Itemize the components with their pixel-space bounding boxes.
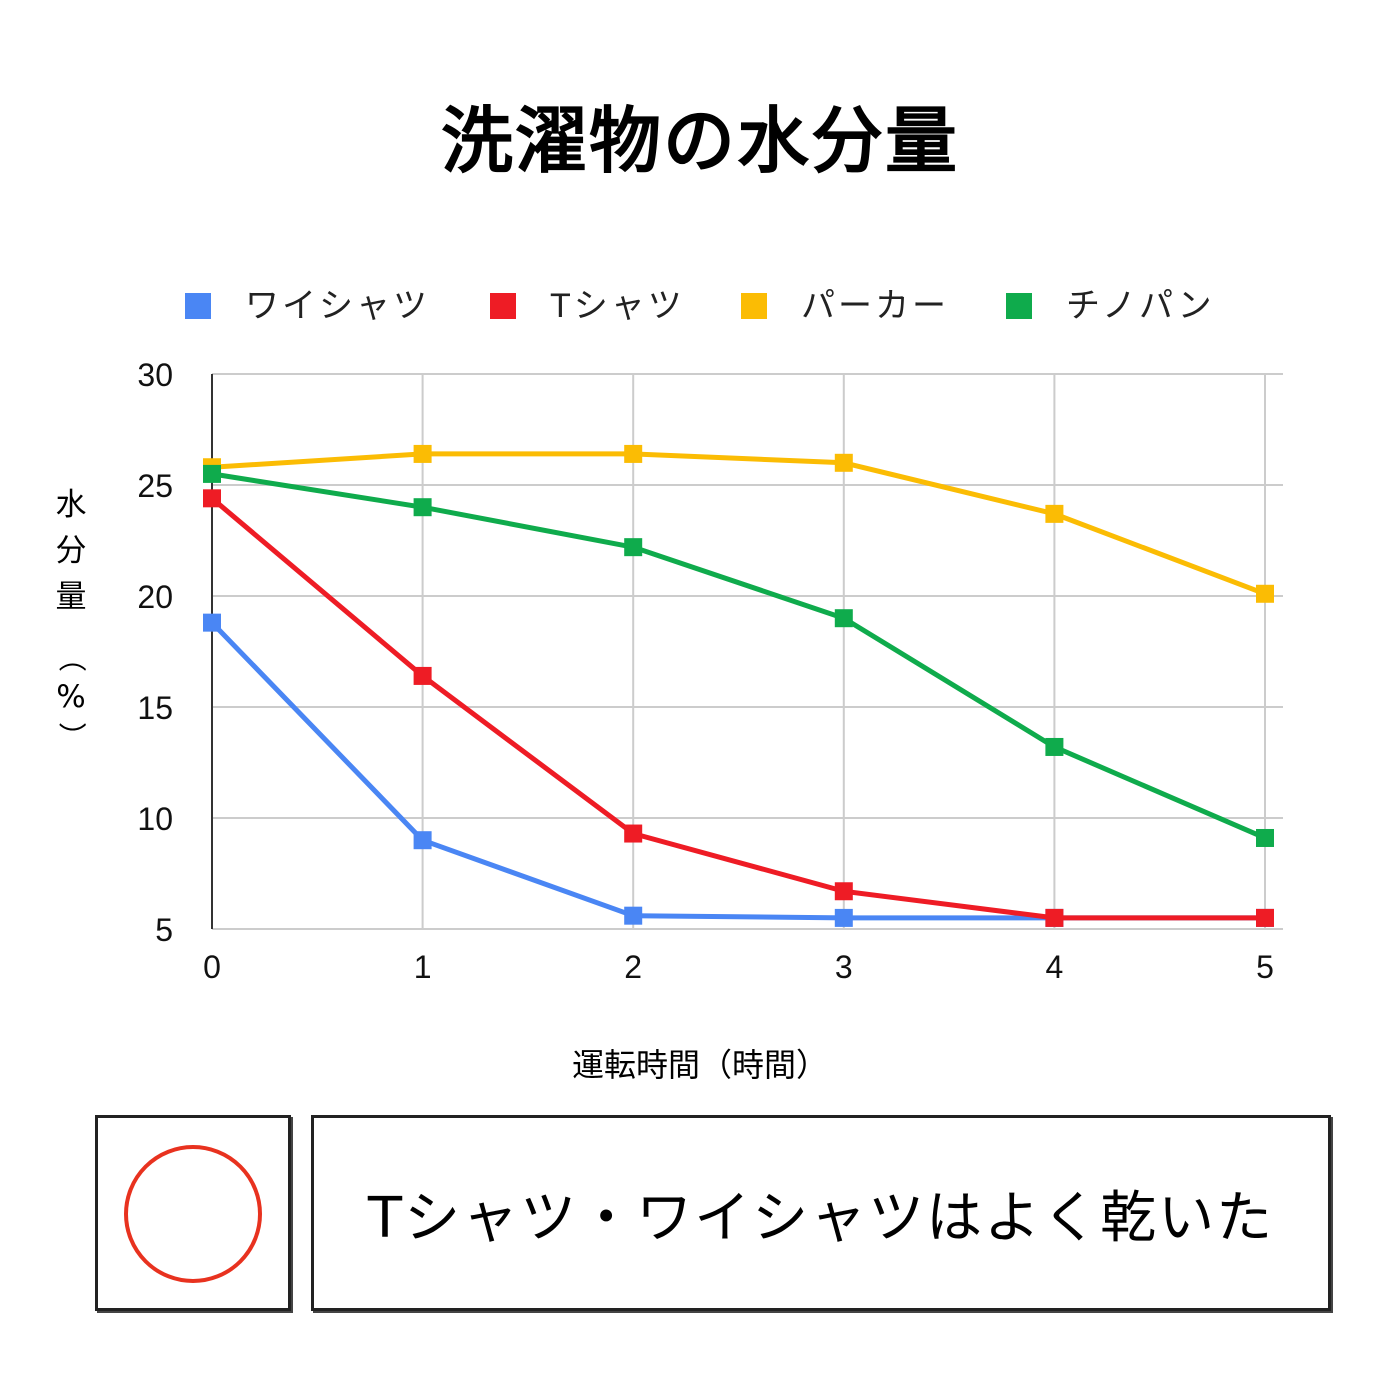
chart-axes: 5 10 15 20 25 30 0 1 2 3 4 5 — [137, 357, 1273, 985]
data-point — [413, 666, 432, 685]
data-point — [203, 613, 221, 632]
x-tick-label: 4 — [1046, 949, 1064, 985]
legend-swatch — [1006, 293, 1032, 319]
legend-label: チノパン — [1066, 287, 1215, 325]
data-point — [1256, 584, 1274, 603]
series-line — [211, 451, 1266, 597]
y-axis-label-char: 分 — [55, 533, 87, 569]
y-tick-label: 30 — [137, 357, 173, 393]
y-axis-label-char: ） — [55, 721, 88, 750]
x-tick-label: 5 — [1256, 949, 1274, 985]
data-point — [413, 498, 432, 517]
y-axis-label-char: % — [56, 679, 86, 715]
data-point — [1045, 908, 1064, 927]
x-tick-label: 2 — [624, 949, 642, 985]
circle-mark-icon — [124, 1145, 262, 1283]
chart-title: 洗濯物の水分量 — [440, 99, 959, 183]
x-axis-label: 運転時間（時間） — [571, 1046, 828, 1084]
data-point — [624, 906, 643, 925]
data-point — [203, 489, 221, 508]
y-axis-label-char: （ — [55, 643, 88, 672]
data-point — [834, 908, 853, 927]
y-axis-label: 水 分 量 （ % ） — [48, 482, 94, 752]
legend-label: ワイシャツ — [245, 287, 430, 325]
data-point — [834, 453, 853, 472]
y-tick-label: 10 — [137, 801, 173, 837]
result-mark-box — [95, 1115, 291, 1311]
data-point — [1256, 908, 1274, 927]
legend-swatch — [490, 293, 516, 319]
y-axis-label-char: 水 — [55, 487, 87, 523]
y-tick-label: 15 — [137, 690, 173, 726]
x-tick-label: 3 — [835, 949, 853, 985]
legend-label: パーカー — [801, 287, 949, 325]
x-tick-label: 0 — [203, 949, 221, 985]
y-axis-label-char: 量 — [55, 579, 87, 615]
series-2 — [203, 444, 1274, 603]
x-tick-label: 1 — [414, 949, 432, 985]
data-point — [1045, 504, 1064, 523]
legend-swatch — [741, 293, 767, 319]
chart-series — [203, 444, 1274, 927]
chart-legend: ワイシャツ Tシャツ パーカー チノパン — [185, 287, 1215, 325]
data-point — [624, 538, 643, 557]
data-point — [834, 882, 853, 901]
result-comment: Tシャツ・ワイシャツはよく乾いた — [367, 1185, 1275, 1251]
y-tick-label: 20 — [137, 579, 173, 615]
series-1 — [203, 489, 1274, 927]
result-comment-box: Tシャツ・ワイシャツはよく乾いた — [311, 1115, 1331, 1311]
series-line — [210, 496, 1265, 921]
legend-swatch — [185, 293, 211, 319]
series-line — [211, 471, 1266, 841]
data-point — [203, 464, 221, 483]
series-3 — [203, 464, 1274, 847]
y-tick-label: 5 — [155, 912, 173, 948]
data-point — [1256, 828, 1274, 847]
data-point — [413, 444, 432, 463]
data-point — [624, 824, 643, 843]
data-point — [413, 831, 432, 850]
data-point — [834, 609, 853, 628]
data-point — [1045, 737, 1064, 756]
y-tick-label: 25 — [137, 468, 173, 504]
data-point — [624, 444, 643, 463]
legend-label: Tシャツ — [550, 287, 685, 325]
